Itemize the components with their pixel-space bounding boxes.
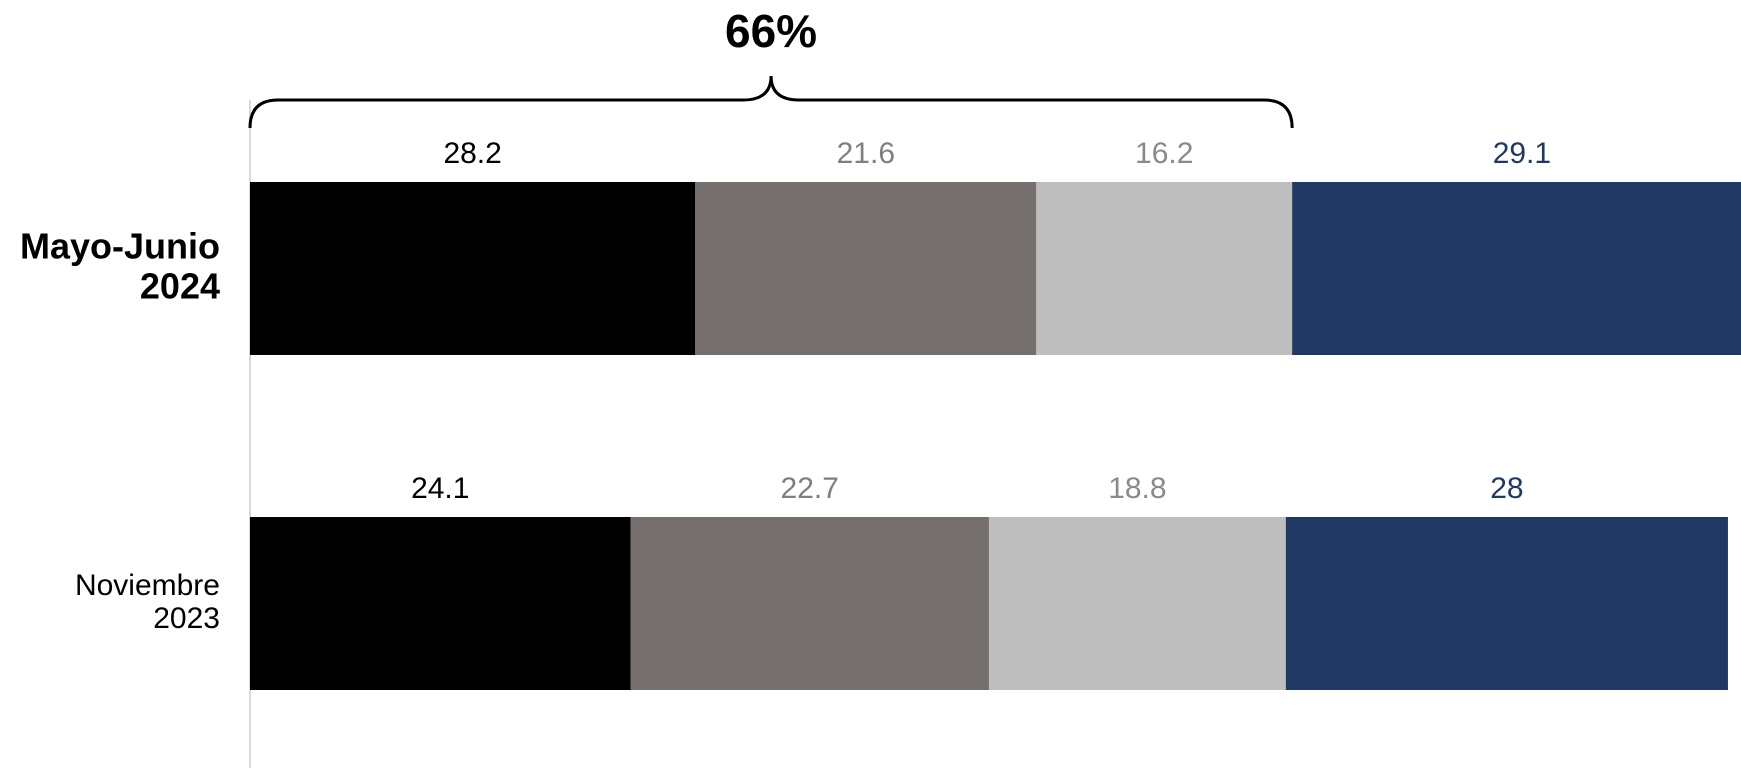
value-label: 18.8: [1108, 472, 1166, 505]
bar-segment: [630, 517, 989, 690]
bar-segment: [695, 182, 1037, 355]
bar-segment: [1292, 182, 1741, 355]
annotation-label: 66%: [725, 5, 817, 57]
value-label: 28.2: [443, 137, 501, 170]
bar-segment: [1036, 182, 1293, 355]
bar-segment: [250, 517, 631, 690]
value-label: 16.2: [1135, 137, 1193, 170]
value-label: 29.1: [1493, 137, 1551, 170]
value-label: 21.6: [837, 137, 895, 170]
bar-segment: [988, 517, 1286, 690]
annotation-brace: [248, 75, 1294, 129]
value-label: 28: [1490, 472, 1523, 505]
category-label-line: Mayo-Junio: [20, 225, 220, 266]
category-label: Noviembre 2023: [75, 569, 220, 635]
category-label-line: 2023: [153, 602, 220, 635]
category-label: Mayo-Junio 2024: [20, 225, 220, 306]
value-label: 24.1: [411, 472, 469, 505]
bar-segment: [250, 182, 696, 355]
value-label: 22.7: [781, 472, 839, 505]
category-label-line: Noviembre: [75, 569, 220, 602]
category-label-line: 2024: [140, 265, 220, 306]
bar-segment: [1285, 517, 1728, 690]
